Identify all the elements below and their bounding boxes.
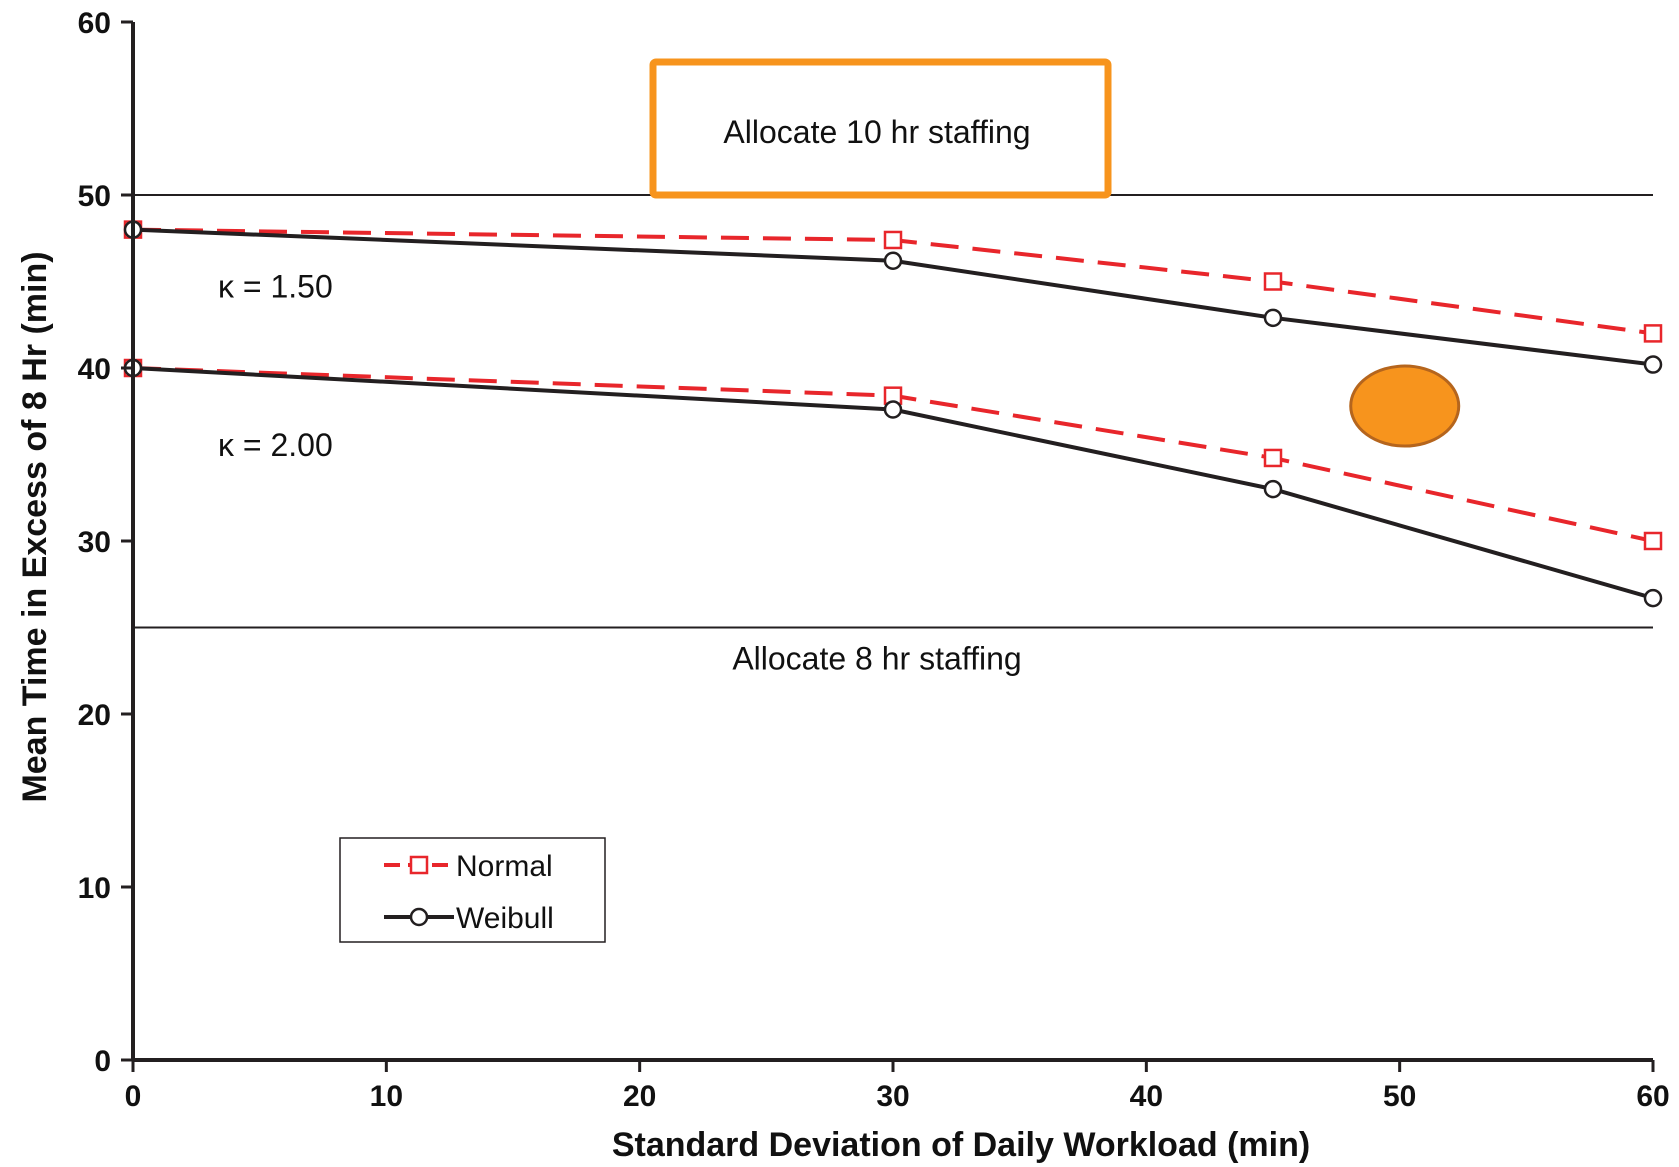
group-label-kappa-2-00: κ = 2.00 xyxy=(218,427,333,463)
reference-label-8hr: Allocate 8 hr staffing xyxy=(732,641,1021,677)
data-point-square xyxy=(883,230,903,250)
data-point-circle xyxy=(1263,308,1283,328)
series-line xyxy=(132,227,1654,367)
reference-label-10hr: Allocate 10 hr staffing xyxy=(723,114,1030,150)
highlight-ellipse xyxy=(1349,364,1461,448)
data-point-square xyxy=(1263,448,1283,468)
series-line xyxy=(132,366,1654,601)
x-tick-label: 40 xyxy=(1130,1080,1163,1113)
legend: Normal Weibull xyxy=(339,837,606,943)
annotation-box xyxy=(649,58,1112,199)
data-point-circle xyxy=(883,251,903,270)
legend-marker-circle xyxy=(409,907,429,927)
x-tick-label: 20 xyxy=(623,1080,656,1113)
data-point-square xyxy=(1643,324,1663,343)
data-point-circle xyxy=(1643,588,1663,608)
x-tick-label: 10 xyxy=(370,1080,403,1113)
y-tick-label: 40 xyxy=(78,353,111,386)
y-tick-label: 20 xyxy=(78,699,111,732)
x-tick-label: 60 xyxy=(1636,1080,1669,1113)
x-tick-label: 0 xyxy=(125,1080,142,1113)
y-tick-label: 50 xyxy=(78,180,111,213)
ticks: 0 10 20 30 40 50 60 0 10 20 30 40 50 60 xyxy=(78,7,1670,1113)
y-tick-label: 0 xyxy=(94,1045,111,1078)
legend-label-normal: Normal xyxy=(456,850,553,883)
data-point-circle xyxy=(1643,355,1663,374)
data-point-square xyxy=(1263,272,1283,291)
data-point-circle xyxy=(883,400,903,419)
x-axis-title: Standard Deviation of Daily Workload (mi… xyxy=(612,1126,1310,1164)
series-layer xyxy=(123,220,1663,608)
x-tick-label: 50 xyxy=(1383,1080,1416,1113)
data-point-square xyxy=(1643,531,1663,551)
legend-label-weibull: Weibull xyxy=(456,902,554,935)
series-weibull-k150 xyxy=(123,220,1663,374)
legend-box xyxy=(339,837,606,943)
y-tick-label: 60 xyxy=(78,7,111,40)
x-tick-label: 30 xyxy=(876,1080,909,1113)
legend-marker-square xyxy=(409,855,429,875)
series-line xyxy=(132,366,1654,543)
group-label-kappa-1-50: κ = 1.50 xyxy=(218,269,333,305)
series-line xyxy=(132,227,1654,336)
data-point-circle xyxy=(1263,479,1283,499)
y-axis-title: Mean Time in Excess of 8 Hr (min) xyxy=(16,251,54,802)
y-tick-label: 10 xyxy=(78,872,111,905)
y-tick-label: 30 xyxy=(78,526,111,559)
